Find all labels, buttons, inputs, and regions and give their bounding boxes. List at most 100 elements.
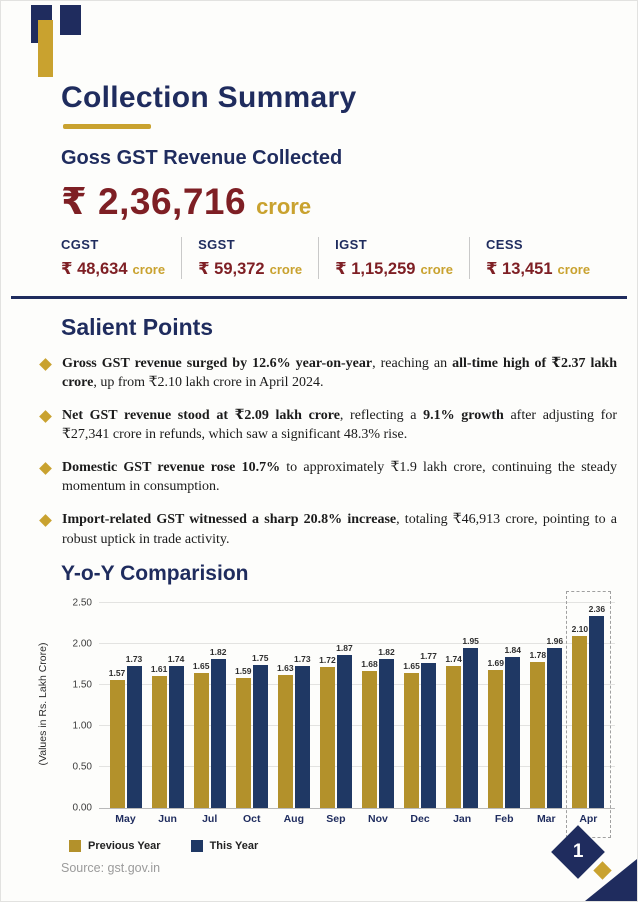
bar-value-label: 1.57 [108,667,126,678]
tax-unit: crore [132,262,166,277]
bar-value-label: 1.73 [125,654,143,665]
bar-value-label: 1.61 [150,664,168,675]
bar-column: 1.82 [210,604,226,809]
bar-value-label: 1.95 [462,636,479,647]
tax-breakdown-cess: CESS ₹ 13,451 crore [468,237,606,279]
x-axis-label: Mar [536,813,556,826]
diamond-bullet-icon [39,409,52,423]
bar-previous-year [530,662,546,809]
bar-column: 1.78 [530,604,546,809]
tax-value: ₹ 48,634 [61,260,128,278]
chart-plot: 0.00 0.50 1.00 1.50 2.00 2.50 1.57 1.73 May 1.61 1… [73,591,615,839]
y-tick-label: 1.00 [72,720,92,732]
x-axis-label: Aug [283,813,305,826]
gridline [99,684,615,686]
bar-column: 1.84 [504,604,521,809]
diamond-bullet-icon [39,514,52,527]
bar-column: 1.96 [546,604,564,809]
yoy-chart: (Values in Rs. Lakh Crore) 0.00 0.50 1.00 1… [37,590,617,858]
bar-column: 1.82 [378,604,395,809]
bar-previous-year [193,672,209,809]
bar-group: 1.72 1.87 Sep [319,604,353,825]
bar-this-year [589,616,605,809]
bar-value-label: 1.75 [251,652,269,663]
total-revenue-unit: crore [256,194,312,219]
bar-this-year [378,659,394,809]
content: Collection Summary Goss GST Revenue Coll… [1,1,637,858]
bar-value-label: 1.74 [445,653,462,664]
tax-breakdown-cgst: CGST ₹ 48,634 crore [61,237,181,279]
bar-value-label: 1.65 [192,660,210,671]
bar-previous-year [488,669,504,809]
salient-point-text: Import-related GST witnessed a sharp 20.… [62,512,617,547]
bar-group: 1.65 1.82 Jul [192,604,227,825]
bar-group: 2.10 2.36 Apr [565,591,611,839]
bar-column: 1.63 [277,604,294,809]
salient-point: Domestic GST revenue rose 10.7% to appro… [39,458,617,497]
bar-column: 1.59 [234,604,252,809]
tax-value-row: ₹ 1,15,259 crore [335,259,453,279]
bar-group: 1.65 1.77 Dec [403,604,437,825]
bar-value-label: 1.65 [403,660,420,671]
tax-breakdown-sgst: SGST ₹ 59,372 crore [181,237,318,279]
x-axis-label: Oct [242,813,261,826]
tax-value-row: ₹ 59,372 crore [198,259,302,279]
bar-value-label: 1.69 [487,657,504,668]
tax-value: ₹ 59,372 [198,260,265,278]
gridline [99,766,615,768]
tax-unit: crore [420,262,453,277]
bar-group: 1.74 1.95 Jan [445,604,479,825]
bar-column: 1.95 [462,604,479,809]
source-text: Source: gst.gov.in [61,861,161,875]
bar-column: 1.73 [125,604,143,809]
bar-column: 1.72 [319,604,336,809]
salient-point-text: Net GST revenue stood at ₹2.09 lakh cror… [62,407,617,443]
bar-this-year [210,659,226,809]
total-revenue: ₹ 2,36,716 crore [61,180,617,223]
bar-value-label: 1.68 [361,658,378,669]
chart-legend: Previous Year This Year [69,840,258,853]
tax-breakdown-row: CGST ₹ 48,634 crore SGST ₹ 59,372 crore … [61,237,617,279]
bar-value-label: 2.36 [588,604,606,615]
bar-this-year [505,657,521,809]
bar-value-label: 1.77 [420,651,437,662]
bar-value-label: 1.87 [336,642,353,653]
tax-label: IGST [335,237,368,252]
diamond-bullet-icon [39,357,52,371]
x-axis-label: Jul [202,813,218,826]
bar-value-label: 1.96 [546,635,564,646]
legend-label-previous-year: Previous Year [88,840,161,853]
x-axis-label: Jan [453,813,472,826]
y-tick-label: 2.50 [72,597,92,609]
bar-this-year [336,654,352,809]
bar-value-label: 1.63 [277,662,294,673]
bar-column: 1.77 [420,604,437,809]
tax-value: ₹ 13,451 [485,260,553,278]
bar-value-label: 1.59 [234,665,252,676]
bar-previous-year [572,636,588,809]
bar-value-label: 1.72 [319,655,336,666]
bar-this-year [252,664,268,809]
gold-diamond-accent-icon [593,861,612,880]
x-axis-label: Apr [579,813,598,826]
bar-this-year [294,666,310,809]
logo-navy-block-icon [60,5,81,35]
tax-label: CESS [485,237,523,252]
tax-unit: crore [269,262,303,277]
bar-this-year [168,665,184,809]
bar-column: 1.61 [150,604,168,809]
bar-previous-year [109,679,125,809]
bar-column: 1.87 [336,604,353,809]
bar-column: 1.57 [108,604,126,809]
gridline [99,643,615,645]
bar-previous-year [361,670,377,809]
bar-value-label: 1.82 [378,647,395,658]
bar-value-label: 1.73 [294,654,311,665]
bar-this-year [421,663,437,809]
bar-value-label: 1.74 [167,653,185,664]
salient-points-heading: Salient Points [61,313,214,340]
bar-this-year [463,648,479,809]
tax-breakdown-igst: IGST ₹ 1,15,259 crore [318,237,469,279]
bar-previous-year [446,665,462,809]
